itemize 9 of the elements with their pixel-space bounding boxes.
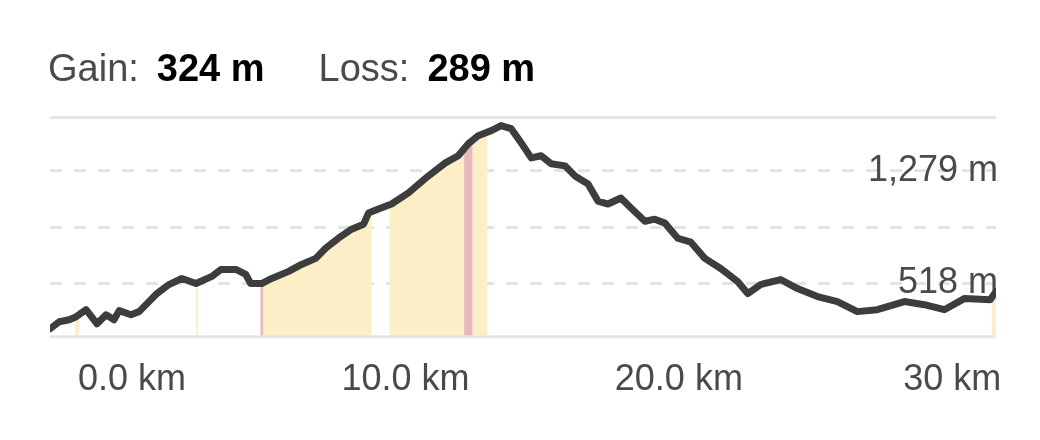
y-tick-label: 1,279 m	[867, 147, 998, 189]
text: 289 m	[427, 47, 536, 90]
text: 324 m	[156, 47, 265, 90]
x-tick-label: 0.0 km	[78, 357, 187, 399]
x-tick-label: 30 km	[903, 357, 1002, 399]
text: Loss:	[318, 47, 410, 90]
x-tick-label: 20.0 km	[614, 357, 743, 399]
text: Gain:	[48, 47, 139, 90]
x-tick-label: 10.0 km	[341, 357, 470, 399]
